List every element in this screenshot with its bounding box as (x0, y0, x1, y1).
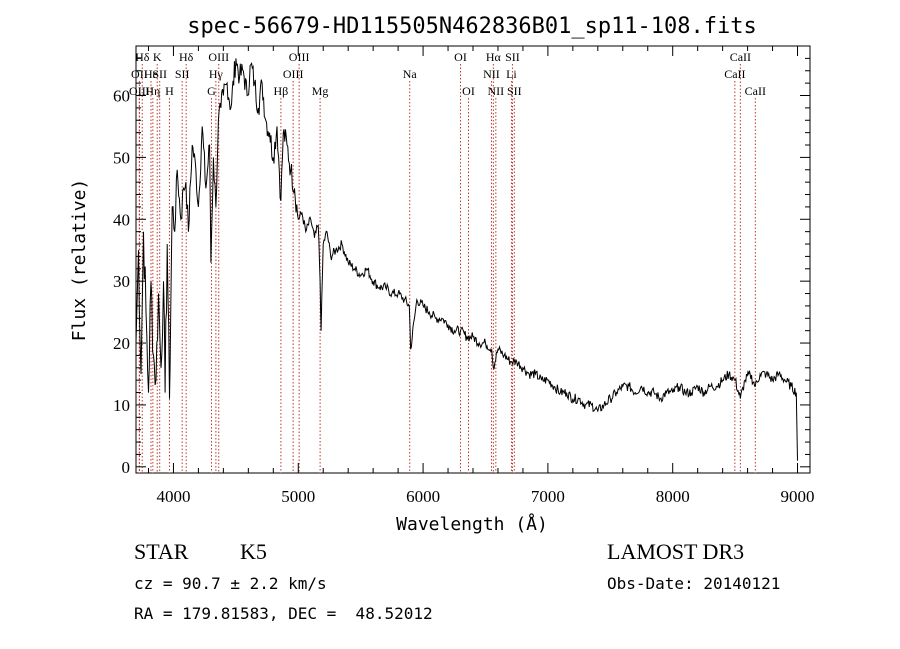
line-marker-label: Na (403, 67, 418, 81)
line-marker-label: Hδ (179, 50, 194, 64)
line-markers: HδOIIOIIIKHeHηSIIHHδSIIOIIIHγGOIIIOIIIHβ… (129, 50, 766, 473)
y-axis-label: Flux (relative) (69, 179, 90, 342)
line-marker-label: Hγ (209, 67, 224, 81)
line-marker-label: OIII (129, 84, 150, 98)
plot-frame (135, 45, 811, 474)
line-marker-label: CaII (745, 84, 766, 98)
line-marker-label: OIII (283, 67, 304, 81)
y-tick-label: 20 (113, 334, 130, 353)
x-axis: 4000 5000 6000 7000 8000 9000 (147, 46, 815, 506)
line-marker-label: Hδ (135, 50, 150, 64)
x-tick-label: 5000 (281, 487, 315, 506)
spectrum-series (135, 58, 798, 461)
line-marker-label: OI (454, 50, 467, 64)
y-axis: 0 10 20 30 40 50 60 (113, 57, 810, 477)
line-marker-label: He (144, 67, 158, 81)
object-subclass: K5 (240, 539, 267, 564)
object-type: STAR (134, 539, 189, 564)
line-marker-label: OIII (289, 50, 310, 64)
redshift-value: cz = 90.7 ± 2.2 km/s (134, 574, 327, 593)
line-marker-label: Hη (145, 84, 160, 98)
coordinates: RA = 179.81583, DEC = 48.52012 (134, 604, 433, 623)
spectrum-line (135, 58, 798, 461)
line-marker-label: H (165, 84, 174, 98)
survey-name: LAMOST DR3 (607, 539, 745, 564)
line-marker-label: SII (175, 67, 190, 81)
line-marker-label: CaII (730, 50, 751, 64)
x-tick-label: 7000 (531, 487, 565, 506)
y-tick-label: 50 (113, 148, 130, 167)
line-marker-label: NII (483, 67, 500, 81)
line-marker-label: OIII (208, 50, 229, 64)
line-marker-label: Hα (486, 50, 502, 64)
line-marker-label: SII (507, 84, 522, 98)
x-tick-label: 9000 (781, 487, 815, 506)
y-tick-label: 40 (113, 210, 130, 229)
y-tick-label: 10 (113, 396, 130, 415)
y-tick-label: 30 (113, 272, 130, 291)
line-marker-label: SII (152, 67, 167, 81)
line-marker-label: Hβ (274, 84, 289, 98)
x-tick-label: 8000 (656, 487, 690, 506)
x-tick-label: 4000 (156, 487, 190, 506)
y-tick-label: 0 (122, 458, 131, 477)
line-marker-label: OI (462, 84, 475, 98)
x-axis-label: Wavelength (Å) (396, 513, 548, 535)
y-tick-label: 60 (113, 87, 130, 106)
line-marker-label: NII (488, 84, 505, 98)
line-marker-label: Mg (312, 84, 329, 98)
x-tick-label: 6000 (406, 487, 440, 506)
observation-date: Obs-Date: 20140121 (607, 574, 781, 593)
line-marker-label: SII (505, 50, 520, 64)
line-marker-label: G (207, 84, 216, 98)
line-marker-label: OII (131, 67, 148, 81)
chart-title: spec-56679-HD115505N462836B01_sp11-108.f… (187, 14, 757, 39)
line-marker-label: K (153, 50, 162, 64)
line-marker-label: CaII (724, 67, 745, 81)
line-marker-label: Li (506, 67, 517, 81)
